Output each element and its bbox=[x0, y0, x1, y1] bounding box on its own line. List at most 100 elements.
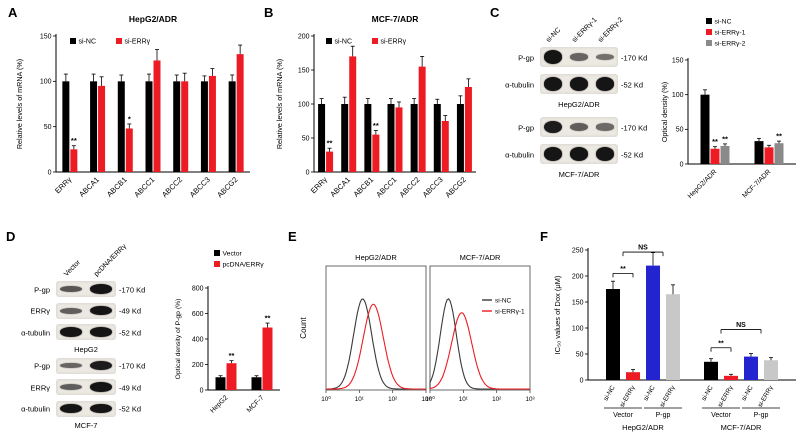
significance-label: * bbox=[128, 114, 131, 123]
protein-label: P-gp bbox=[34, 285, 50, 294]
protein-band bbox=[60, 327, 82, 337]
blot-row: P-gp -170 Kd bbox=[10, 280, 160, 299]
y-tick-label: 200 bbox=[192, 362, 204, 369]
bar bbox=[145, 81, 153, 172]
significance-label: NS bbox=[638, 245, 648, 252]
bar bbox=[456, 104, 464, 172]
blot-strip bbox=[56, 379, 116, 395]
panel-label-b: B bbox=[264, 5, 274, 20]
bar bbox=[441, 121, 449, 172]
legend-swatch bbox=[706, 29, 712, 35]
bar bbox=[153, 60, 161, 173]
group-label: P-gp bbox=[754, 412, 769, 419]
blot-row: α-tubulin -52 Kd bbox=[498, 73, 662, 96]
legend-label: si-ERRγ bbox=[125, 39, 151, 46]
significance-label: ** bbox=[712, 137, 718, 146]
legend-label: si-ERRγ-1 bbox=[715, 30, 746, 37]
cell-line-label: HepG2/ADR bbox=[622, 423, 664, 432]
legend-swatch bbox=[214, 261, 220, 267]
x-tick-label: ABCG2 bbox=[215, 175, 239, 199]
lane-label: pcDNA/ERRγ bbox=[93, 243, 128, 278]
x-tick-label: ERRγ bbox=[309, 175, 329, 195]
x-tick-label: ERRγ bbox=[53, 175, 73, 195]
protein-band bbox=[569, 147, 589, 161]
legend-label: si-ERRγ-1 bbox=[495, 309, 525, 316]
legend-label: pcDNA/ERRγ bbox=[223, 262, 265, 269]
significance-label: ** bbox=[776, 132, 782, 141]
bar bbox=[318, 104, 326, 172]
panel-label-a: A bbox=[8, 5, 18, 20]
group-label: Vector bbox=[613, 412, 634, 419]
protein-band bbox=[60, 285, 82, 293]
x-tick-label: 10² bbox=[388, 396, 397, 403]
y-tick-label: 50 bbox=[676, 127, 684, 134]
bar bbox=[200, 81, 208, 172]
bar bbox=[262, 327, 273, 390]
x-tick-label: MCF-7 bbox=[246, 394, 266, 414]
x-tick-label: ABCC3 bbox=[421, 175, 445, 199]
molecular-weight-label: -52 Kd bbox=[621, 150, 644, 159]
legend-swatch bbox=[70, 38, 76, 44]
protein-label: P-gp bbox=[518, 53, 534, 62]
y-axis-title: Count bbox=[299, 317, 308, 339]
protein-band bbox=[90, 382, 112, 392]
plot-title: MCF-7/ADR bbox=[460, 253, 501, 262]
bar bbox=[764, 360, 778, 380]
molecular-weight-label: -170 Kd bbox=[621, 53, 648, 62]
molecular-weight-label: -52 Kd bbox=[621, 80, 644, 89]
blot-strip bbox=[56, 357, 116, 374]
panel-d-density-bar-chart: 0 200 400 600 800 Optical density of P-gp (%)… bbox=[175, 250, 280, 415]
lane-label: Vector bbox=[63, 259, 83, 278]
protein-band bbox=[90, 305, 112, 316]
group-label: Vector bbox=[711, 412, 732, 419]
histogram-curve bbox=[326, 298, 426, 390]
bar bbox=[236, 54, 244, 173]
plot-title: HepG2/ADR bbox=[355, 253, 397, 262]
bar bbox=[410, 104, 418, 172]
significance-label: ** bbox=[718, 340, 724, 347]
protein-band bbox=[60, 307, 82, 314]
x-tick-label: 10⁰ bbox=[425, 396, 435, 403]
protein-label: P-gp bbox=[518, 123, 534, 132]
bar bbox=[372, 134, 380, 172]
y-tick-label: 100 bbox=[40, 79, 52, 86]
x-tick-label: ABCB1 bbox=[105, 175, 129, 199]
legend-label: si-NC bbox=[495, 298, 512, 305]
y-tick-label: 100 bbox=[298, 101, 310, 108]
molecular-weight-label: -49 Kd bbox=[119, 383, 142, 392]
x-tick-label: ABCC3 bbox=[188, 175, 212, 199]
y-tick-label: 0 bbox=[306, 169, 310, 176]
lane-label: si-NC bbox=[545, 26, 563, 44]
cell-line-label: HepG2 bbox=[74, 344, 98, 354]
significance-label: ** bbox=[373, 121, 379, 130]
bar bbox=[606, 289, 620, 380]
legend-swatch bbox=[706, 40, 712, 46]
blot-row: ERRγ -49 Kd bbox=[10, 378, 160, 397]
y-axis-title: Relative levels of mRNA (%) bbox=[15, 59, 24, 149]
bar bbox=[70, 149, 78, 172]
x-tick-label: ABCC2 bbox=[160, 175, 184, 199]
protein-band bbox=[543, 50, 563, 64]
significance-label: ** bbox=[620, 266, 626, 273]
y-tick-label: 0 bbox=[680, 161, 684, 168]
legend-swatch bbox=[214, 250, 220, 256]
x-tick-label: ABCG2 bbox=[443, 175, 467, 199]
bar bbox=[349, 56, 357, 172]
legend-label: si-ERRγ bbox=[381, 39, 407, 46]
y-tick-label: 150 bbox=[672, 57, 684, 64]
y-tick-label: 0 bbox=[580, 377, 584, 384]
protein-band bbox=[60, 362, 82, 369]
protein-band bbox=[60, 384, 82, 390]
x-tick-label: si-ERRγ bbox=[757, 384, 775, 409]
y-tick-label: 800 bbox=[192, 285, 204, 292]
bar bbox=[62, 81, 70, 172]
panel-f-ic50-bar-chart: 0 50 100 150 200 250 IC₅₀ values of Dox (μM) si… bbox=[553, 245, 796, 432]
protein-band bbox=[595, 123, 615, 131]
y-tick-label: 50 bbox=[302, 135, 310, 142]
x-tick-label: ABCA1 bbox=[77, 175, 101, 199]
legend-label: si-ERRγ-2 bbox=[715, 41, 746, 48]
molecular-weight-label: -52 Kd bbox=[119, 404, 142, 414]
protein-label: α-tubulin bbox=[505, 80, 534, 89]
y-tick-label: 100 bbox=[672, 92, 684, 99]
molecular-weight-label: -52 Kd bbox=[119, 328, 142, 337]
